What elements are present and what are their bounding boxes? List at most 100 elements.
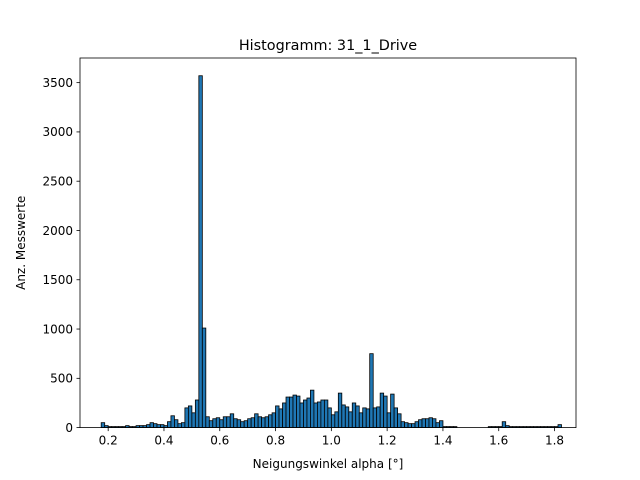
histogram-bar (289, 396, 294, 428)
histogram-bar (177, 423, 182, 429)
histogram-bar (320, 399, 325, 429)
histogram-bar (240, 421, 245, 429)
histogram-bar (435, 422, 440, 429)
histogram-bar (351, 402, 357, 428)
histogram-bar (418, 419, 423, 429)
histogram-bar (362, 407, 367, 429)
histogram-bar (247, 418, 252, 429)
histogram-bar (153, 423, 158, 429)
histogram-bar (355, 405, 360, 429)
histogram-bar (313, 402, 318, 428)
histogram-bar (428, 417, 433, 428)
chart-title: Histogramm: 31_1_Drive (239, 38, 417, 54)
histogram-bar (198, 75, 203, 428)
y-axis-ticks: 0 500 1000 1500 2000 2500 3000 3500 (42, 76, 80, 435)
histogram-bar (439, 420, 444, 429)
histogram-bar (334, 411, 339, 428)
plot-frame (79, 57, 577, 429)
histogram-bar (215, 417, 221, 428)
histogram-bar (250, 417, 256, 428)
x-tick-label: 1.6 (489, 434, 508, 448)
histogram-bar (149, 422, 154, 429)
x-tick-label: 1.8 (545, 434, 564, 448)
histogram-bar (425, 418, 430, 429)
histogram-bar (400, 421, 405, 429)
histogram-bar (271, 412, 276, 429)
x-axis-label: Neigungswinkel alpha [°] (253, 457, 404, 471)
histogram-bar (208, 420, 214, 429)
x-tick-label: 0.8 (266, 434, 285, 448)
histogram-bar (194, 399, 200, 429)
histogram-bar (383, 395, 388, 428)
histogram-bar (254, 413, 259, 428)
histogram-bar (379, 392, 385, 429)
histogram-bar (386, 412, 392, 429)
histogram-bar (156, 424, 161, 429)
histogram-bar (226, 416, 231, 429)
histogram-bar (407, 423, 412, 429)
histogram-bar (264, 416, 269, 429)
histogram-bar (285, 396, 290, 428)
histogram-bar (191, 412, 196, 429)
x-tick-label: 1.4 (433, 434, 452, 448)
histogram-bar (174, 419, 179, 429)
histogram-bar (327, 407, 332, 429)
histogram-bar (296, 395, 301, 428)
x-axis-ticks: 0.2 0.4 0.6 0.8 1.0 1.2 1.4 1.6 1.8 (99, 427, 564, 448)
histogram-bar (344, 406, 350, 428)
histogram-bar (180, 422, 186, 429)
histogram-bar (233, 418, 238, 429)
y-tick-label: 500 (50, 372, 73, 386)
histogram-bar (421, 418, 426, 429)
x-tick-label: 0.4 (154, 434, 173, 448)
histogram-bar (404, 422, 409, 429)
histogram-bar (160, 424, 165, 429)
histogram-bar (414, 421, 419, 429)
histogram-bar (282, 402, 287, 428)
histogram-bar (411, 423, 416, 429)
histogram-bar (257, 416, 263, 429)
histogram-bar (337, 392, 343, 429)
histogram-bar (243, 420, 249, 429)
histogram-bar (557, 424, 562, 429)
histogram-bar (100, 422, 106, 429)
histogram-bar (330, 414, 336, 429)
histogram-bar (501, 421, 507, 429)
y-tick-label: 3500 (42, 76, 73, 90)
y-axis-label: Anz. Messwerte (14, 196, 28, 290)
histogram-bar (146, 424, 151, 429)
histogram-bar (306, 397, 311, 428)
histogram-bar (275, 405, 280, 429)
histogram-bar (170, 415, 175, 428)
histogram-bar (201, 327, 207, 428)
histogram-bar (369, 353, 374, 428)
x-tick-label: 1.0 (322, 434, 341, 448)
histogram-bar (278, 408, 283, 428)
histogram-bar (167, 421, 172, 429)
y-tick-label: 0 (65, 421, 73, 435)
histogram-bar (397, 413, 402, 428)
y-tick-label: 2000 (42, 224, 73, 238)
histogram-bar (358, 412, 364, 429)
histogram-bar (303, 399, 308, 429)
histogram-bar (299, 402, 304, 428)
histogram-bar (341, 404, 346, 428)
histogram-bar (236, 419, 242, 429)
histogram-bar (376, 406, 381, 428)
y-tick-label: 3000 (42, 125, 73, 139)
histogram-bar (222, 416, 228, 429)
histogram-bar (261, 417, 266, 428)
histogram-bar (292, 394, 297, 428)
histogram-bar (390, 393, 395, 428)
histogram-bar (365, 408, 371, 428)
y-tick-label: 1500 (42, 273, 73, 287)
x-tick-label: 0.6 (210, 434, 229, 448)
histogram-bar (184, 407, 189, 429)
histogram-bar (268, 414, 273, 429)
histogram-bar (205, 416, 210, 429)
histogram-bar (432, 418, 437, 429)
y-tick-label: 1000 (42, 322, 73, 336)
x-tick-label: 0.2 (99, 434, 118, 448)
